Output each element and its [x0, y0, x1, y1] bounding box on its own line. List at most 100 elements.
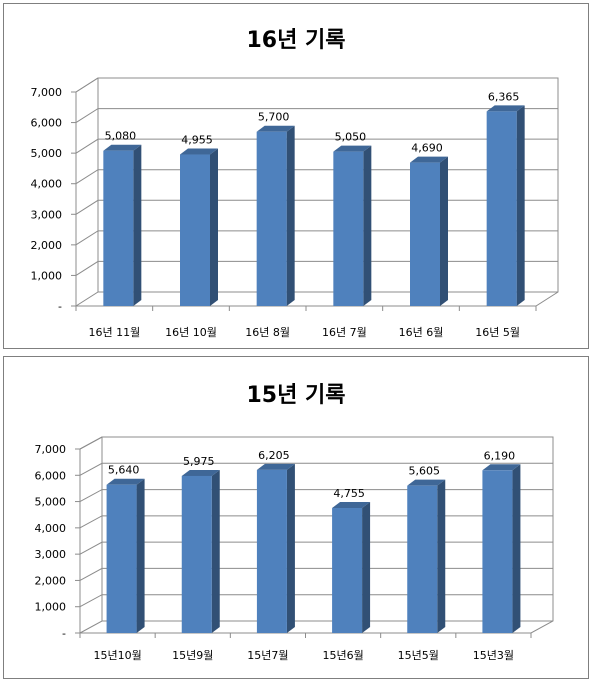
data-label: 4,755 — [333, 487, 365, 500]
column-chart-2016: - 1,000 2,000 3,000 4,000 5,000 6,000 7,000 5,08… — [31, 77, 559, 339]
chart-title: 16년 기록 — [246, 28, 346, 53]
y-tick-label: 6,000 — [35, 469, 67, 482]
bar-front — [332, 508, 363, 633]
bar-side — [211, 469, 220, 633]
gridline — [75, 77, 558, 93]
x-tick-label: 15년9월 — [172, 649, 213, 662]
y-tick-label: 1,000 — [31, 269, 63, 282]
bar-front — [256, 469, 287, 633]
bar-top — [482, 464, 521, 471]
gridline — [75, 260, 558, 276]
chart-panel-2016: 16년 기록 - 1,000 2,000 3,000 4,000 5,000 6,000 7,… — [3, 3, 589, 349]
y-tick-label: 5,000 — [35, 496, 67, 509]
gridline — [75, 169, 558, 185]
x-tick-label: 15년7월 — [247, 649, 288, 662]
y-tick-label: 4,000 — [35, 522, 67, 535]
y-tick-label: 3,000 — [31, 208, 63, 221]
x-tick-label: 15년3월 — [473, 649, 514, 662]
gridline — [79, 489, 553, 503]
y-tick-label: 4,000 — [31, 178, 63, 191]
gridline — [79, 436, 553, 450]
gridline — [79, 515, 553, 529]
bar — [106, 478, 145, 633]
bar-front — [103, 150, 134, 306]
bar — [410, 156, 448, 306]
x-tick-label: 16년 10월 — [165, 326, 217, 339]
bar — [256, 125, 295, 306]
bar-side — [440, 156, 448, 306]
x-tick-label: 16년 8월 — [245, 326, 290, 339]
wall-outline — [74, 77, 559, 307]
y-tick-label: 5,000 — [31, 147, 63, 160]
bar-front — [482, 470, 513, 633]
data-label: 6,190 — [484, 449, 516, 462]
data-label: 5,080 — [105, 130, 137, 143]
gridline — [79, 462, 553, 476]
bar-top — [180, 148, 218, 155]
bar-top — [486, 105, 525, 112]
data-label: 5,050 — [335, 131, 367, 144]
bar-front — [410, 162, 440, 306]
column-chart-2015: - 1,000 2,000 3,000 4,000 5,000 6,000 7,000 5,64… — [35, 436, 554, 662]
data-label: 5,975 — [183, 455, 215, 468]
bar-top — [333, 145, 372, 152]
bar-side — [286, 463, 295, 633]
y-tick-label: - — [62, 627, 66, 640]
bar-front — [256, 131, 287, 306]
bar-side — [437, 479, 446, 633]
bar — [333, 145, 372, 306]
x-tick-label: 16년 5월 — [475, 326, 520, 339]
bar — [103, 144, 142, 306]
bar — [256, 463, 295, 633]
bar-top — [256, 125, 295, 132]
bar — [181, 469, 220, 633]
gridline — [79, 567, 553, 581]
bar-front — [486, 111, 517, 306]
data-label: 5,640 — [108, 464, 140, 477]
gridline — [79, 541, 553, 555]
y-tick-label: 6,000 — [31, 117, 63, 130]
x-tick-label: 16년 11월 — [88, 326, 140, 339]
gridline — [75, 199, 558, 215]
y-tick-label: 7,000 — [31, 86, 63, 99]
y-tick-label: 3,000 — [35, 548, 67, 561]
bar-front — [333, 151, 364, 306]
bar-side — [286, 125, 295, 306]
data-label: 4,955 — [181, 134, 213, 147]
x-tick-label: 15년5월 — [398, 649, 439, 662]
y-tick-label: - — [58, 300, 62, 313]
bar-front — [181, 475, 212, 633]
bar-side — [136, 478, 145, 633]
bar-top — [407, 479, 446, 486]
bar — [180, 148, 218, 306]
bar-side — [362, 502, 371, 633]
x-tick-label: 16년 7월 — [322, 326, 367, 339]
bar-top — [106, 478, 145, 485]
bar — [486, 105, 525, 306]
gridline — [75, 108, 558, 123]
chart-title: 15년 기록 — [246, 383, 346, 408]
plot-walls — [79, 436, 554, 634]
bar — [332, 502, 371, 633]
x-tick-label: 16년 6월 — [399, 326, 444, 339]
bar-front — [407, 485, 438, 633]
gridline — [75, 138, 558, 154]
bar-top — [103, 144, 142, 151]
y-tick-label: 2,000 — [35, 574, 67, 587]
bar-top — [332, 502, 371, 509]
bar-top — [181, 469, 220, 476]
bar-front — [106, 484, 137, 633]
data-label: 4,690 — [411, 142, 443, 155]
data-label: 5,700 — [258, 111, 290, 124]
wall-outline — [79, 436, 554, 634]
chart-panel-2015: 15년 기록 - 1,000 2,000 3,000 4,000 5,000 6,000 7,… — [3, 356, 589, 679]
bar-side — [363, 145, 372, 306]
x-tick-label: 15년10월 — [93, 649, 141, 662]
gridline — [75, 230, 558, 246]
gridline — [79, 594, 553, 608]
bar-side — [516, 105, 525, 306]
bar-side — [512, 464, 521, 633]
x-tick-label: 15년6월 — [322, 649, 363, 662]
bar-side — [133, 144, 142, 306]
bar-side — [210, 148, 218, 306]
